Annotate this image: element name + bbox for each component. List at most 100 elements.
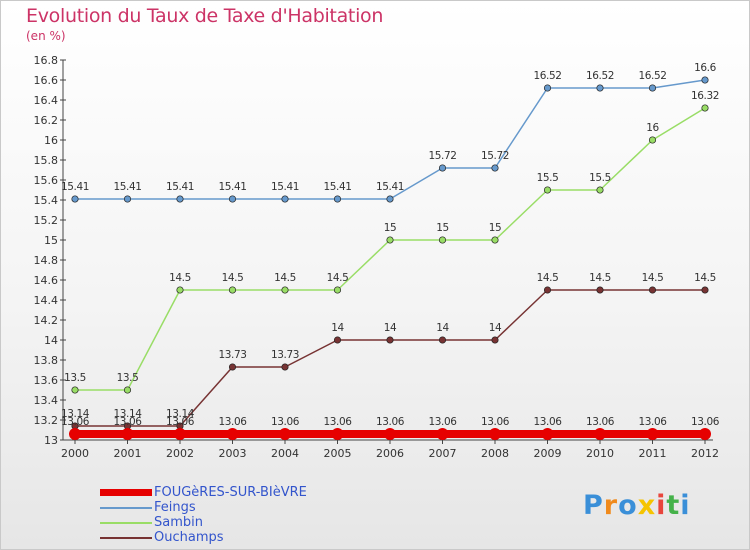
- data-label: 13.06: [586, 416, 615, 428]
- legend-swatch-fougeres: [100, 489, 152, 496]
- x-tick-label: 2008: [481, 447, 509, 460]
- data-point: [701, 104, 709, 112]
- data-point: [71, 195, 79, 203]
- x-tick-label: 2002: [166, 447, 194, 460]
- data-point: [491, 336, 499, 344]
- data-point: [226, 428, 239, 440]
- y-tick-label: 16.6: [34, 74, 59, 87]
- data-point: [699, 428, 711, 440]
- data-point: [384, 428, 396, 440]
- data-point: [491, 164, 499, 172]
- y-tick-label: 16.2: [34, 114, 59, 127]
- y-tick-label: 14.2: [34, 314, 59, 327]
- data-label: 13.06: [481, 416, 510, 428]
- y-tick-label: 16.4: [34, 94, 59, 107]
- proxiti-logo: Proxiti: [583, 490, 691, 521]
- data-label: 16.52: [533, 70, 561, 82]
- data-point: [701, 286, 709, 294]
- data-point: [648, 286, 657, 294]
- data-point: [279, 428, 291, 440]
- x-tick-label: 2012: [691, 447, 719, 460]
- data-label: 15.41: [218, 181, 246, 193]
- y-tick-label: 14.8: [34, 254, 59, 267]
- legend-label: Ouchamps: [154, 530, 224, 545]
- x-tick-label: 2011: [639, 447, 667, 460]
- data-label: 16.6: [694, 62, 716, 74]
- data-point: [281, 195, 289, 203]
- y-tick-label: 15: [44, 234, 58, 247]
- data-label: 16.52: [638, 70, 666, 82]
- data-point: [176, 286, 184, 294]
- data-point: [491, 236, 499, 244]
- data-point: [71, 386, 79, 394]
- data-point: [438, 236, 447, 244]
- data-point: [228, 363, 237, 371]
- data-label: 16.52: [586, 70, 614, 82]
- y-tick-label: 16.8: [34, 54, 59, 67]
- data-label: 14.5: [274, 272, 296, 284]
- data-label: 14: [331, 322, 344, 334]
- data-label: 13.06: [166, 416, 195, 428]
- data-point: [436, 428, 449, 440]
- data-point: [438, 164, 447, 172]
- data-label: 14.5: [222, 272, 244, 284]
- data-point: [596, 286, 604, 294]
- data-label: 13.06: [113, 416, 142, 428]
- data-point: [648, 84, 657, 92]
- y-tick-label: 15.2: [34, 214, 59, 227]
- data-point: [596, 84, 604, 92]
- x-tick-label: 2005: [324, 447, 352, 460]
- x-tick-label: 2000: [61, 447, 89, 460]
- data-label: 15.72: [481, 150, 509, 162]
- y-tick-label: 13: [44, 434, 58, 447]
- data-point: [386, 336, 394, 344]
- legend-swatch-sambin: [100, 522, 152, 524]
- x-tick-label: 2003: [219, 447, 247, 460]
- series-line: [75, 107, 706, 391]
- data-point: [543, 286, 552, 294]
- x-tick-label: 2006: [376, 447, 404, 460]
- data-label: 16: [646, 122, 659, 134]
- data-label: 15.41: [166, 181, 194, 193]
- data-label: 13.5: [117, 372, 139, 384]
- data-label: 13.06: [376, 416, 405, 428]
- data-label: 15.41: [113, 181, 141, 193]
- data-label: 15.72: [428, 150, 456, 162]
- data-point: [543, 84, 552, 92]
- data-label: 14: [436, 322, 449, 334]
- x-tick-label: 2007: [429, 447, 457, 460]
- legend-label: Sambin: [154, 515, 203, 530]
- data-label: 14.5: [694, 272, 716, 284]
- data-point: [594, 428, 606, 440]
- data-label: 14.5: [169, 272, 191, 284]
- data-point: [228, 195, 237, 203]
- data-label: 13.73: [271, 349, 299, 361]
- data-label: 14.5: [642, 272, 664, 284]
- data-point: [333, 195, 342, 203]
- data-label: 14.5: [327, 272, 349, 284]
- data-label: 15: [384, 222, 397, 234]
- y-tick-label: 15.4: [34, 194, 59, 207]
- data-label: 15.5: [589, 172, 611, 184]
- x-tick-label: 2010: [586, 447, 614, 460]
- data-point: [281, 286, 289, 294]
- y-tick-label: 13.6: [34, 374, 59, 387]
- data-point: [386, 195, 394, 203]
- data-label: 13.73: [218, 349, 246, 361]
- x-tick-label: 2009: [534, 447, 562, 460]
- y-tick-label: 13.2: [34, 414, 59, 427]
- data-label: 13.06: [218, 416, 247, 428]
- x-tick-label: 2001: [114, 447, 142, 460]
- x-tick-label: 2004: [271, 447, 299, 460]
- legend-swatch-feings: [100, 507, 152, 509]
- legend-label: Feings: [154, 500, 196, 515]
- y-tick-label: 13.4: [34, 394, 59, 407]
- data-point: [596, 186, 604, 194]
- data-point: [701, 76, 709, 84]
- data-label: 13.06: [638, 416, 667, 428]
- data-point: [176, 195, 184, 203]
- data-label: 16.32: [691, 90, 719, 102]
- data-label: 13.5: [64, 372, 86, 384]
